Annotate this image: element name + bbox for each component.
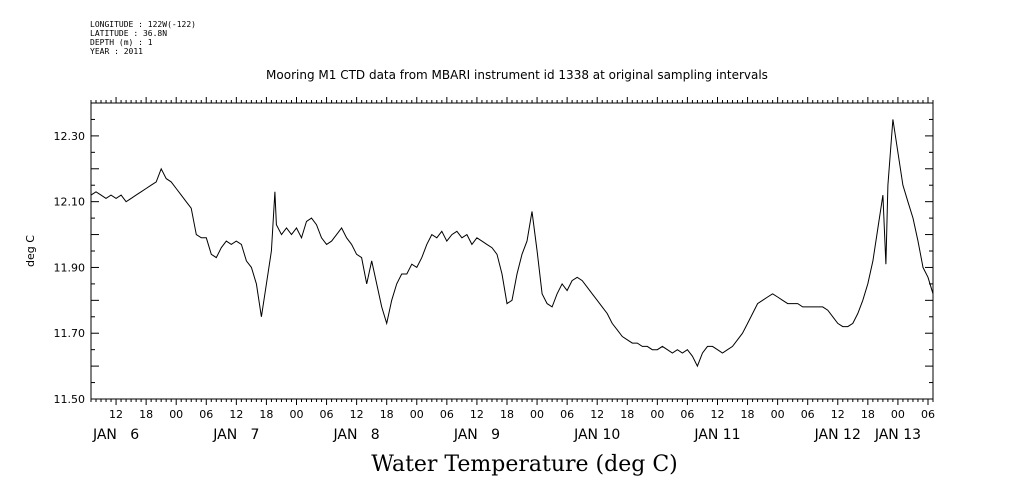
x-hour-tick-label: 06: [440, 408, 454, 421]
x-hour-tick-label: 06: [560, 408, 574, 421]
x-hour-tick-label: 12: [470, 408, 484, 421]
x-hour-tick-label: 12: [109, 408, 123, 421]
x-axis-title: Water Temperature (deg C): [371, 452, 678, 477]
y-axis-label: deg C: [24, 235, 37, 267]
axis-ticks: [90, 97, 934, 405]
x-hour-tick-label: 00: [891, 408, 905, 421]
x-hour-tick-label: 12: [229, 408, 243, 421]
x-hour-tick-label: 12: [590, 408, 604, 421]
x-day-label: JAN 6: [92, 427, 139, 443]
meta-year: YEAR : 2011: [90, 47, 143, 56]
meta-latitude: LATITUDE : 36.8N: [90, 29, 168, 38]
x-hour-tick-label: 06: [680, 408, 694, 421]
x-hour-tick-label: 00: [530, 408, 544, 421]
y-tick-label: 11.50: [54, 393, 86, 406]
x-day-label: JAN 8: [333, 427, 380, 443]
x-hour-tick-label: 18: [259, 408, 273, 421]
x-hour-tick-label: 18: [380, 408, 394, 421]
x-hour-tick-label: 00: [650, 408, 664, 421]
temperature-series-line: [90, 119, 934, 368]
x-hour-tick-label: 00: [410, 408, 424, 421]
y-tick-label: 11.70: [54, 327, 86, 340]
x-day-label: JAN 11: [693, 427, 740, 443]
x-hour-tick-label: 00: [771, 408, 785, 421]
x-hour-tick-label: 12: [831, 408, 845, 421]
y-tick-label: 12.30: [54, 130, 86, 143]
x-hour-tick-label: 18: [620, 408, 634, 421]
x-day-label: JAN 13: [874, 427, 921, 443]
meta-depth: DEPTH (m) : 1: [90, 38, 153, 47]
x-day-label: JAN 7: [212, 427, 259, 443]
chart-title: Mooring M1 CTD data from MBARI instrumen…: [266, 68, 768, 82]
y-tick-label: 11.90: [54, 261, 86, 274]
y-tick-label: 12.10: [54, 196, 86, 209]
x-hour-tick-label: 06: [921, 408, 935, 421]
meta-longitude: LONGITUDE : 122W(-122): [90, 20, 196, 29]
metadata-block: LONGITUDE : 122W(-122) LATITUDE : 36.8N …: [90, 20, 196, 56]
x-hour-tick-label: 06: [320, 408, 334, 421]
x-hour-tick-label: 06: [199, 408, 213, 421]
x-hour-tick-label: 00: [169, 408, 183, 421]
x-day-label: JAN 9: [453, 427, 500, 443]
plot-frame: [90, 102, 934, 400]
x-day-label: JAN 10: [573, 427, 620, 443]
x-hour-tick-label: 00: [289, 408, 303, 421]
x-hour-tick-label: 12: [710, 408, 724, 421]
x-hour-tick-label: 18: [741, 408, 755, 421]
axis-tick-labels: 12 18 00 06 12 18 00 06 12 18 00 06 12 18 00 06 12 18 00 06…: [54, 130, 935, 443]
x-day-label: JAN 12: [814, 427, 861, 443]
x-hour-tick-label: 06: [801, 408, 815, 421]
x-hour-tick-label: 18: [139, 408, 153, 421]
x-hour-tick-label: 12: [350, 408, 364, 421]
x-hour-tick-label: 18: [500, 408, 514, 421]
x-hour-tick-label: 18: [861, 408, 875, 421]
